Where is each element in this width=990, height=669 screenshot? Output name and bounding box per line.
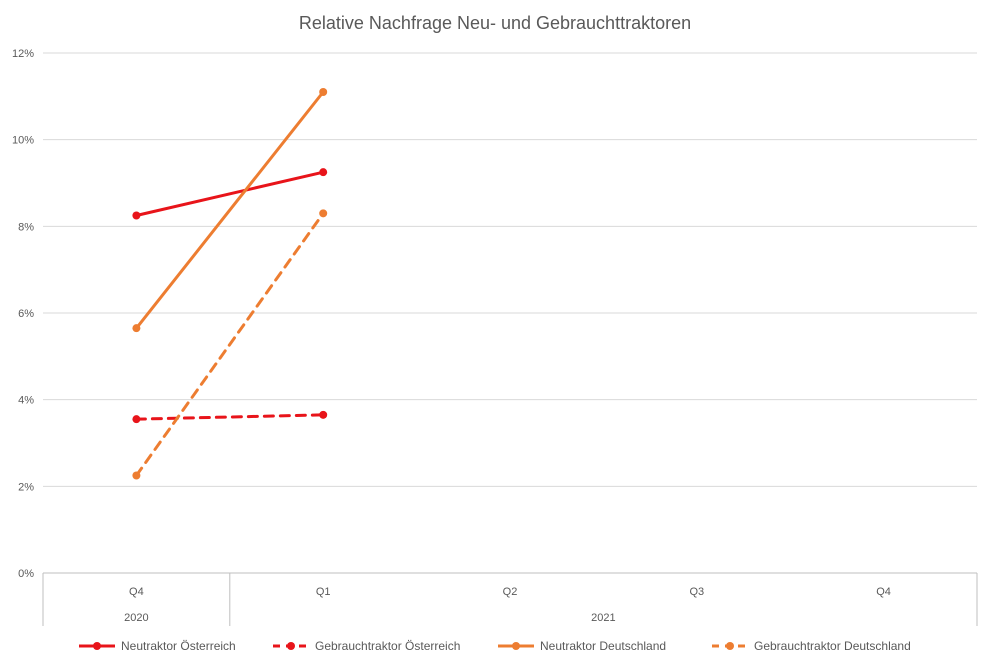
legend-swatch-marker xyxy=(512,642,520,650)
y-tick-label: 6% xyxy=(18,308,34,320)
y-tick-label: 8% xyxy=(18,221,34,233)
series-line xyxy=(134,90,325,330)
legend-label: Neutraktor Deutschland xyxy=(540,639,666,653)
legend-item: Neutraktor Österreich xyxy=(79,639,236,653)
legend-label: Neutraktor Österreich xyxy=(121,639,236,653)
data-point xyxy=(319,209,328,218)
y-tick-label: 12% xyxy=(12,48,34,60)
legend-label: Gebrauchtraktor Deutschland xyxy=(754,639,911,653)
series-3 xyxy=(132,209,328,480)
x-tick-label: Q1 xyxy=(316,586,331,598)
legend-swatch-marker xyxy=(93,642,101,650)
data-point xyxy=(132,415,141,424)
legend-swatch-marker xyxy=(726,642,734,650)
legend: Neutraktor Österreich Gebrauchtraktor Öst… xyxy=(79,639,911,653)
y-axis-ticks: 0% 2% 4% 6% 8% 10% 12% xyxy=(12,48,34,580)
chart-title: Relative Nachfrage Neu- und Gebrauchttra… xyxy=(299,13,691,33)
y-tick-label: 2% xyxy=(18,481,34,493)
legend-label: Gebrauchtraktor Österreich xyxy=(315,639,460,653)
legend-item: Neutraktor Deutschland xyxy=(498,639,666,653)
series-0 xyxy=(132,168,328,220)
x-axis: 2020 2021 Q4 Q1 Q2 Q3 Q4 xyxy=(42,572,978,626)
series-line xyxy=(134,170,325,217)
data-point xyxy=(132,471,141,480)
series-2 xyxy=(132,88,328,333)
x-tick-label: Q4 xyxy=(876,586,891,598)
series-1 xyxy=(132,410,328,424)
legend-swatch-marker xyxy=(287,642,295,650)
x-tick-label: Q4 xyxy=(129,586,144,598)
y-tick-label: 0% xyxy=(18,568,34,580)
series-line xyxy=(134,413,325,421)
series-lines xyxy=(132,88,328,480)
x-year-label: 2020 xyxy=(124,612,148,624)
y-tick-label: 10% xyxy=(12,135,34,147)
data-point xyxy=(132,324,141,333)
gridlines xyxy=(43,52,977,487)
y-tick-label: 4% xyxy=(18,395,34,407)
data-point xyxy=(319,88,328,96)
legend-item: Gebrauchtraktor Deutschland xyxy=(712,639,911,653)
x-year-label: 2021 xyxy=(591,612,615,624)
x-tick-label: Q3 xyxy=(689,586,704,598)
series-line xyxy=(134,211,325,477)
data-point xyxy=(319,410,328,419)
legend-item: Gebrauchtraktor Österreich xyxy=(273,639,460,653)
x-tick-label: Q2 xyxy=(503,586,518,598)
data-point xyxy=(132,211,141,220)
data-point xyxy=(319,168,328,177)
